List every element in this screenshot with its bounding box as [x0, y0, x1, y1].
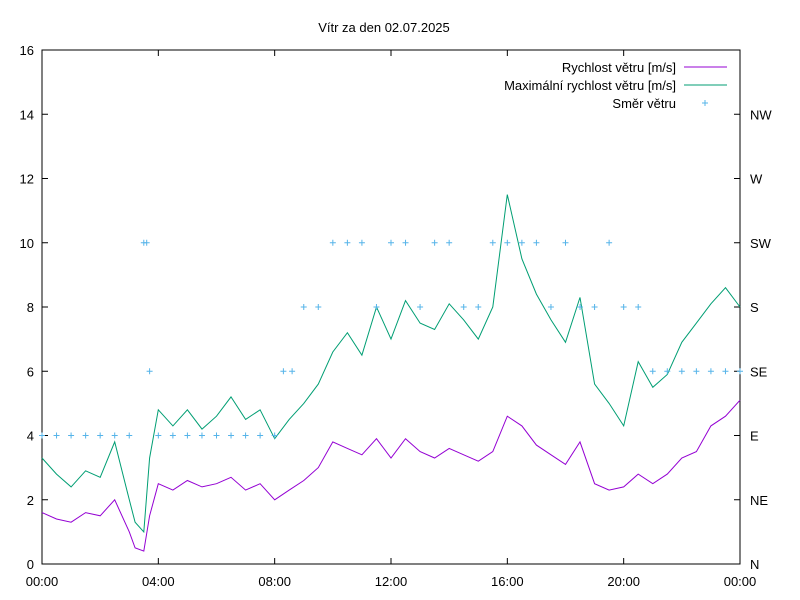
- x-tick-label: 12:00: [375, 574, 408, 589]
- direction-point: [228, 432, 235, 439]
- y-tick-label: 4: [27, 429, 34, 444]
- x-axis: 00:00 04:00 08:00 12:00 16:00 20:00 00:00: [26, 50, 757, 589]
- legend-label-2: Směr větru: [612, 96, 676, 111]
- direction-point: [280, 368, 287, 375]
- y-tick-label: 0: [27, 557, 34, 572]
- series-points-2: [39, 239, 743, 439]
- direction-point: [289, 368, 296, 375]
- direction-point: [82, 432, 89, 439]
- direction-point: [547, 304, 554, 310]
- direction-point: [620, 304, 627, 310]
- direction-point: [664, 368, 671, 375]
- direction-point: [722, 368, 729, 375]
- y2-tick-label: S: [750, 300, 759, 315]
- y2-tick-label: SE: [750, 364, 768, 379]
- direction-point: [475, 304, 482, 310]
- y-tick-label: 8: [27, 300, 34, 315]
- direction-point: [649, 368, 656, 375]
- y-tick-label: 2: [27, 493, 34, 508]
- direction-point: [606, 239, 613, 246]
- direction-point: [53, 432, 60, 439]
- direction-point: [169, 432, 176, 439]
- y2-axis: N NE E SE S SW W NW: [734, 107, 772, 572]
- legend-label-0: Rychlost větru [m/s]: [562, 60, 676, 75]
- direction-point: [344, 239, 351, 246]
- direction-point: [126, 432, 133, 439]
- direction-point: [358, 239, 365, 246]
- x-tick-label: 08:00: [258, 574, 291, 589]
- y-tick-label: 14: [20, 107, 34, 122]
- direction-point: [460, 304, 467, 310]
- legend-label-1: Maximální rychlost větru [m/s]: [504, 78, 676, 93]
- x-tick-label: 20:00: [607, 574, 640, 589]
- direction-point: [198, 432, 205, 439]
- direction-point: [388, 239, 394, 246]
- y2-tick-label: NE: [750, 493, 768, 508]
- x-tick-label: 04:00: [142, 574, 175, 589]
- y-tick-label: 12: [20, 172, 34, 187]
- x-tick-label: 16:00: [491, 574, 524, 589]
- direction-point: [242, 432, 249, 439]
- direction-point: [693, 368, 700, 375]
- direction-point: [577, 304, 584, 310]
- direction-point: [518, 239, 525, 246]
- direction-point: [707, 368, 714, 375]
- direction-point: [213, 432, 220, 439]
- direction-point: [431, 239, 438, 246]
- direction-point: [184, 432, 191, 439]
- direction-point: [146, 368, 153, 375]
- direction-point: [97, 432, 104, 439]
- direction-point: [329, 239, 336, 246]
- y-tick-label: 16: [20, 43, 34, 58]
- legend-swatch-2: [702, 100, 708, 106]
- direction-point: [417, 304, 424, 310]
- direction-point: [315, 304, 322, 310]
- direction-point: [446, 239, 453, 246]
- y2-tick-label: NW: [750, 107, 772, 122]
- direction-point: [635, 304, 642, 310]
- y-tick-label: 6: [27, 364, 34, 379]
- direction-point: [271, 432, 278, 439]
- y-axis: 0 2 4 6 8 10 12 14 16: [20, 43, 48, 572]
- direction-point: [737, 368, 743, 375]
- x-tick-label: 00:00: [724, 574, 757, 589]
- direction-point: [562, 239, 569, 246]
- series-layer: [39, 194, 743, 552]
- direction-point: [68, 432, 75, 439]
- direction-point: [402, 239, 409, 246]
- y2-tick-label: W: [750, 172, 763, 187]
- direction-point: [300, 304, 307, 310]
- legend: Rychlost větru [m/s] Maximální rychlost v…: [504, 60, 727, 111]
- direction-point: [591, 304, 598, 310]
- direction-point: [678, 368, 685, 375]
- series-line-0: [41, 399, 741, 552]
- direction-point: [155, 432, 162, 439]
- x-tick-label: 00:00: [26, 574, 59, 589]
- y2-tick-label: N: [750, 557, 759, 572]
- direction-point: [257, 432, 264, 439]
- y-tick-label: 10: [20, 236, 34, 251]
- y2-tick-label: E: [750, 429, 759, 444]
- direction-point: [504, 239, 511, 246]
- direction-point: [533, 239, 540, 246]
- direction-point: [39, 432, 45, 439]
- direction-point: [373, 304, 380, 310]
- direction-point: [489, 239, 496, 246]
- direction-point: [143, 239, 150, 246]
- chart-title: Vítr za den 02.07.2025: [318, 20, 450, 35]
- y2-tick-label: SW: [750, 236, 772, 251]
- direction-point: [111, 432, 118, 439]
